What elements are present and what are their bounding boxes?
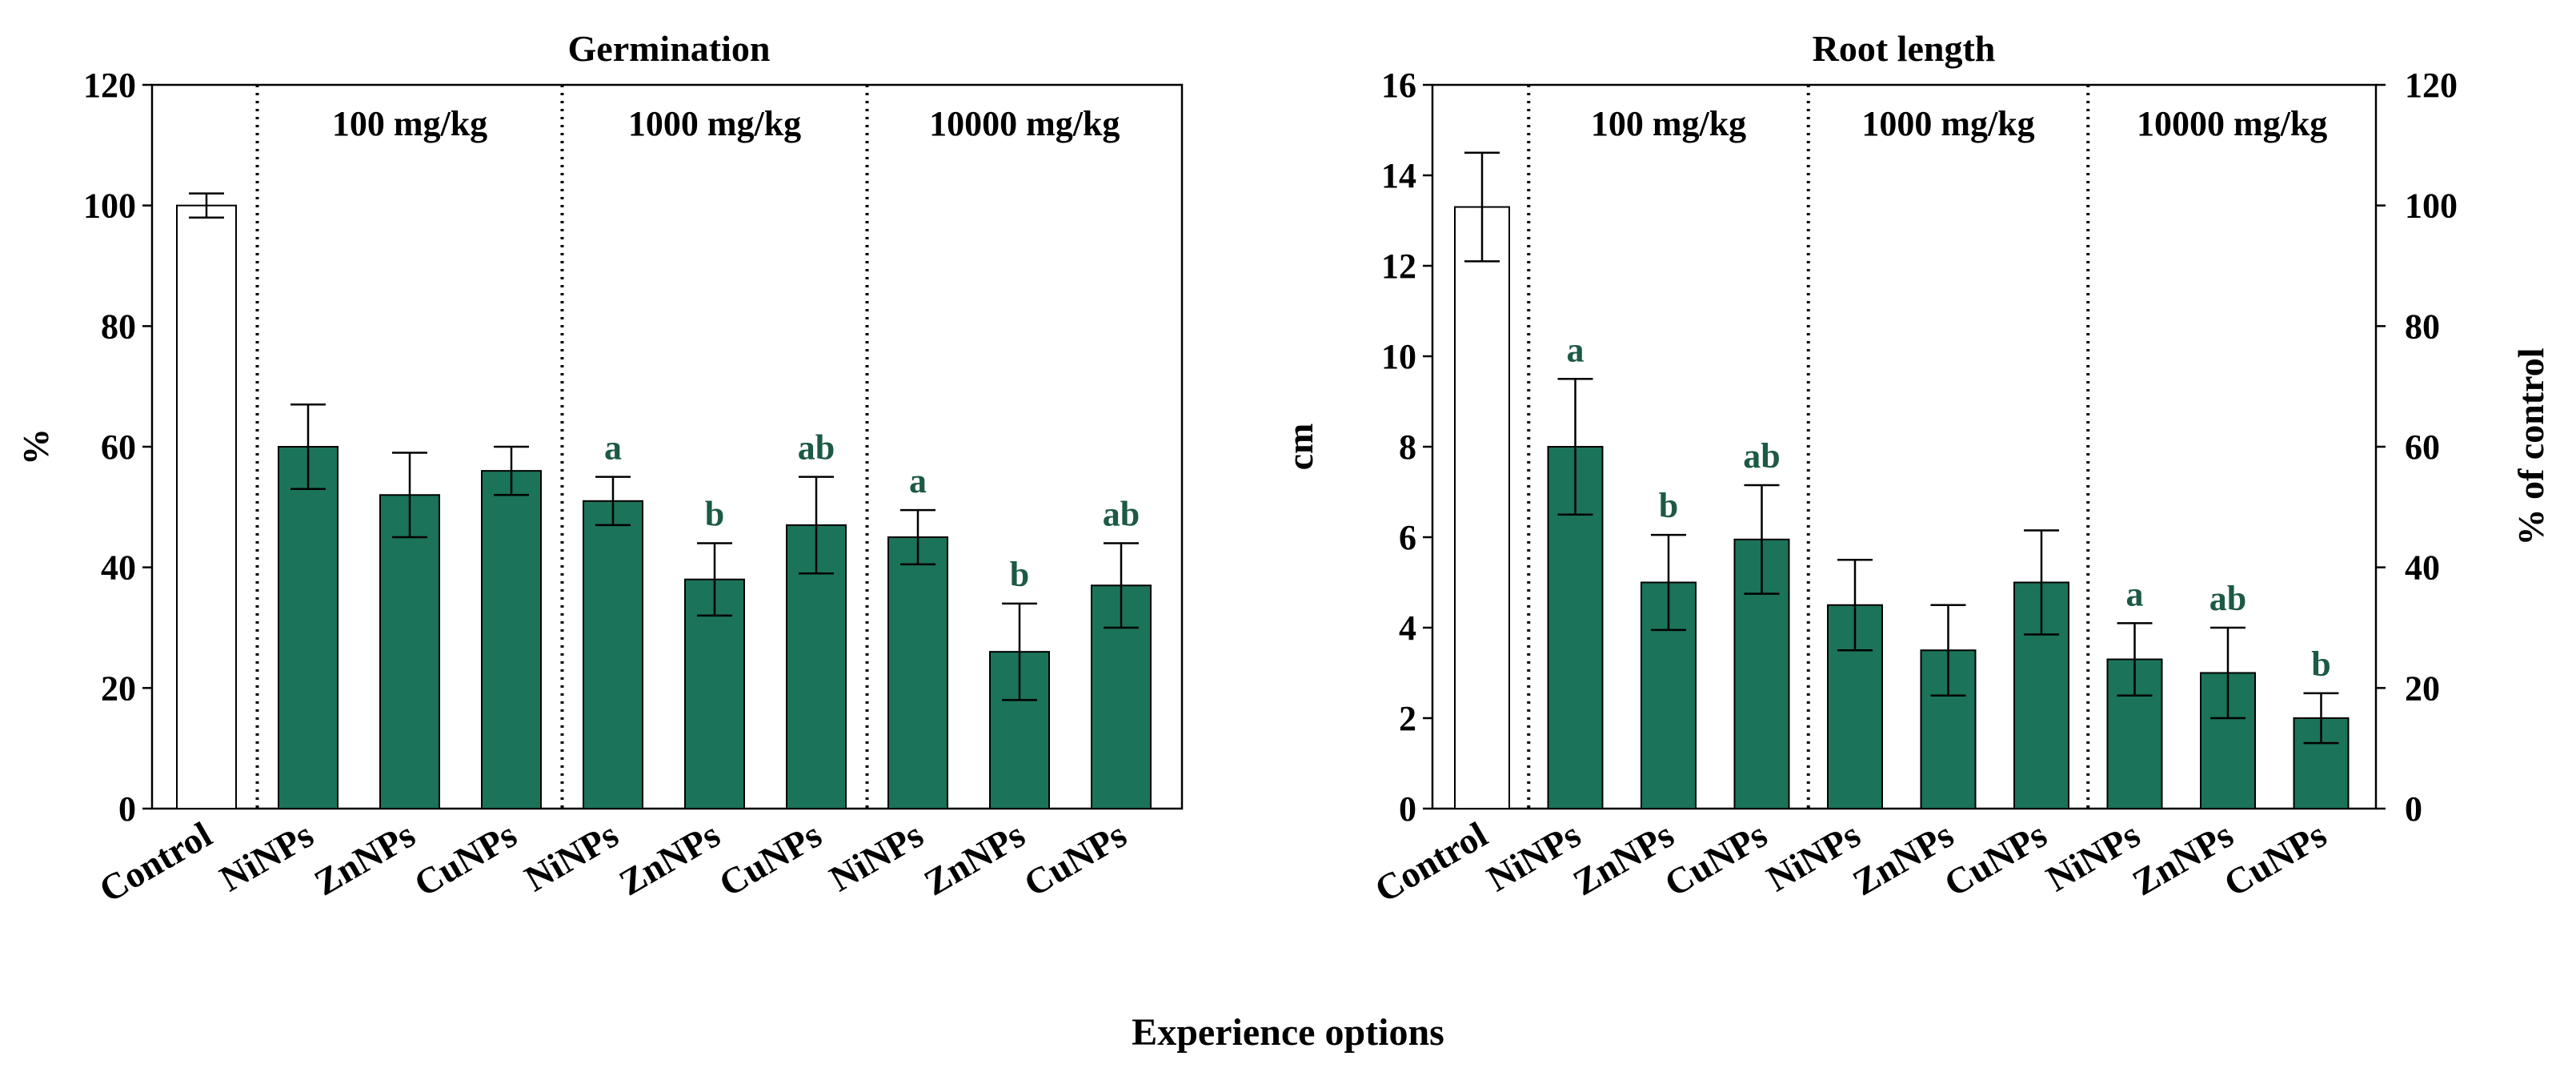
significance-label: b [1010,555,1029,594]
category-label: CuNPs [2217,813,2333,904]
y2-tick-label: 120 [2405,66,2458,105]
chart-title: Germination [568,28,771,69]
category-label: NiNPs [1760,813,1867,899]
category-label: CuNPs [1657,813,1773,904]
y-tick-label: 40 [101,548,136,588]
y2-tick-label: 80 [2405,307,2440,346]
category-label: Control [92,813,218,909]
category-label: NiNPs [823,813,930,899]
group-label: 100 mg/kg [1591,104,1746,143]
category-label: CuNPs [1017,813,1133,904]
y-tick-label: 16 [1381,66,1416,105]
bar [481,470,542,810]
y2-tick-label: 0 [2405,789,2422,829]
category-label: NiNPs [518,813,625,899]
category-label: NiNPs [2040,813,2147,899]
group-label: 1000 mg/kg [628,104,801,143]
bar [278,446,339,809]
group-label: 100 mg/kg [332,104,487,143]
category-label: ZnNPs [1846,813,1961,903]
chart-title: Root length [1813,28,1996,69]
x-axis-title: Experience options [1132,1011,1444,1054]
y-tick-label: 60 [101,428,136,467]
y2-tick-label: 60 [2405,428,2440,467]
y-tick-label: 2 [1399,699,1416,738]
category-label: ZnNPs [307,813,422,903]
significance-label: ab [2209,579,2246,618]
y-tick-label: 4 [1399,608,1416,648]
significance-label: b [705,495,724,534]
significance-label: a [604,428,622,468]
significance-label: ab [1743,436,1780,476]
bar [887,536,948,809]
y2-tick-label: 20 [2405,668,2440,708]
germination-chart: Germination 0 20 40 60 80 100 120% 100 mg/kg 1000… [15,28,1184,910]
y-tick-label: 12 [1381,247,1416,286]
y-axis-label: cm [1280,424,1320,471]
category-label: ZnNPs [2125,813,2240,903]
bar-control [1454,206,1510,809]
category-label: NiNPs [1480,813,1588,899]
bar [583,500,643,809]
category-label: CuNPs [407,813,523,904]
category-label: CuNPs [1937,813,2053,904]
root-length-chart: Root length 0 2 4 6 8 10 12 14 16 cm 0 20 40 60 80 100 12… [1280,28,2551,910]
significance-label: ab [1103,495,1140,534]
significance-label: b [2311,644,2330,684]
y-tick-label: 0 [1399,789,1416,829]
category-label: NiNPs [213,813,320,899]
y-tick-label: 100 [83,187,136,226]
group-label: 1000 mg/kg [1861,104,2034,143]
y2-tick-label: 40 [2405,548,2440,588]
significance-label: a [909,461,927,500]
y-tick-label: 10 [1381,337,1416,376]
y2-axis-label: % of control [2510,347,2551,545]
significance-label: a [1567,330,1584,369]
significance-label: b [1659,486,1678,525]
category-label: Control [1368,813,1494,909]
y-tick-label: 0 [118,789,136,829]
y-tick-label: 80 [101,307,136,346]
category-label: ZnNPs [917,813,1032,903]
significance-label: a [2126,574,2144,613]
significance-label: ab [798,428,835,468]
y-tick-label: 120 [83,66,136,105]
category-label: CuNPs [712,813,828,904]
y2-tick-label: 100 [2405,187,2458,226]
group-label: 10000 mg/kg [929,104,1120,143]
y-tick-label: 14 [1381,156,1416,195]
y-axis-label: % [15,428,56,465]
category-label: ZnNPs [612,813,727,903]
y-tick-label: 6 [1399,518,1416,557]
y-tick-label: 8 [1399,428,1416,467]
bar-control [176,204,237,809]
category-label: ZnNPs [1566,813,1681,903]
y-tick-label: 20 [101,668,136,708]
group-label: 10000 mg/kg [2137,104,2327,143]
bar [684,578,745,809]
bar [379,494,440,809]
